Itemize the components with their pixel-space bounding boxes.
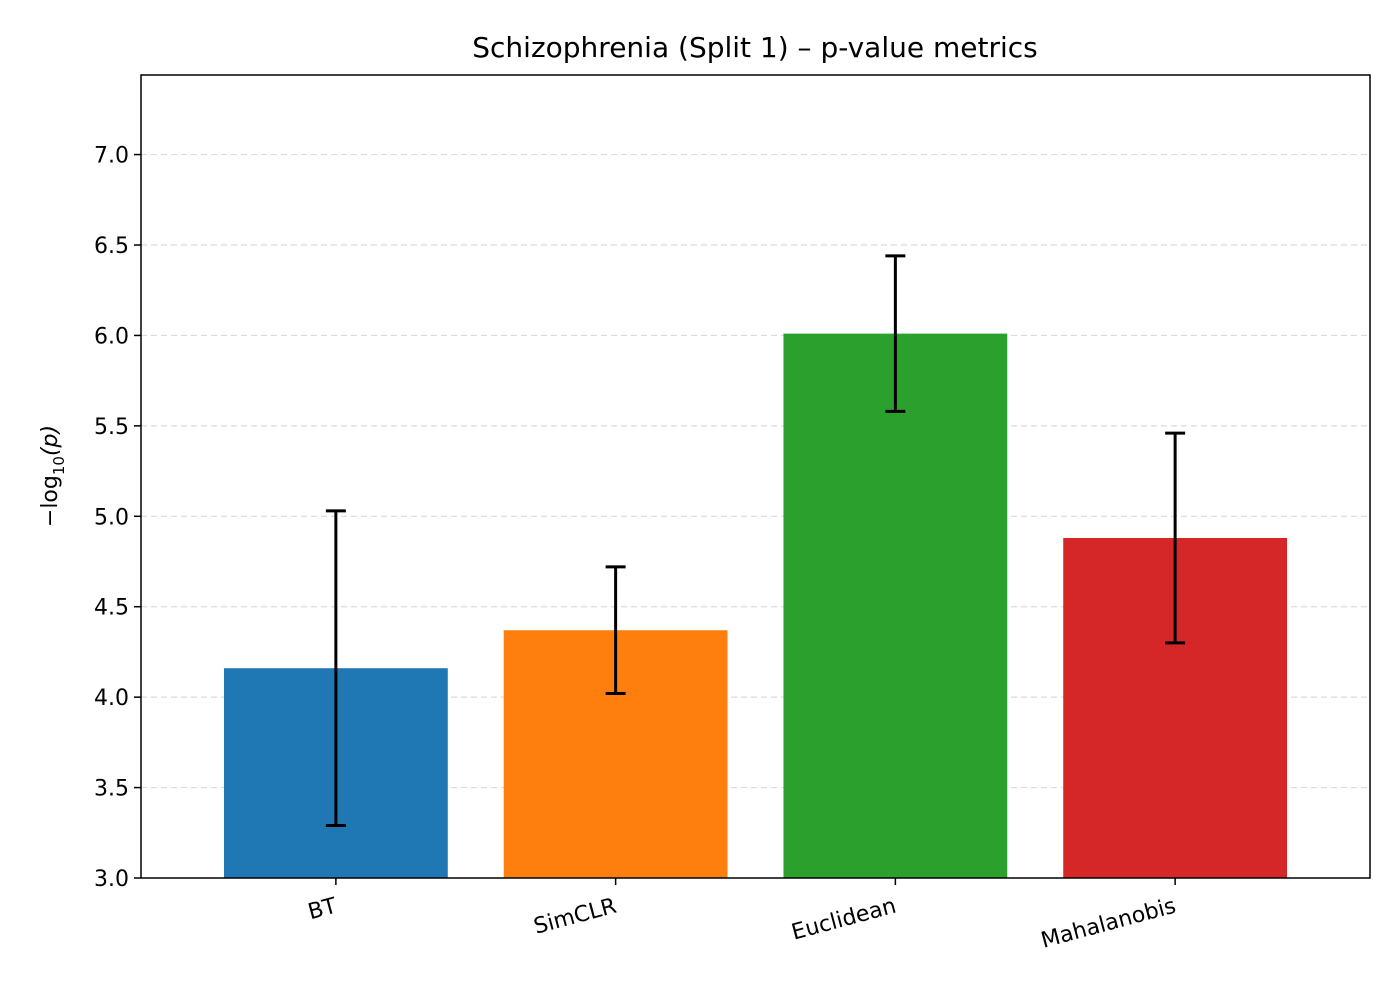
plot-frame	[140, 74, 1371, 879]
y-axis-ticks: 3.0 3.5 4.0 4.5 5.0 5.5 6.0 6.5 7.0	[94, 144, 141, 892]
y-tick-label: 7.0	[94, 144, 129, 169]
y-tick-label: 6.5	[94, 234, 129, 259]
error-bar-simclr	[605, 565, 626, 696]
y-tick-label: 3.5	[94, 777, 129, 802]
y-tick-label: 4.0	[94, 686, 129, 711]
y-tick-label: 5.5	[94, 415, 129, 440]
x-tick-label: SimCLR	[531, 894, 619, 940]
y-tick-label: 5.0	[94, 505, 129, 530]
error-bar-bt	[325, 509, 346, 828]
y-tick-label: 6.0	[94, 324, 129, 349]
x-tick-label: Mahalanobis	[1038, 894, 1178, 954]
error-bars	[325, 254, 1186, 828]
x-tick-label: Euclidean	[789, 894, 899, 946]
chart-title: Schizophrenia (Split 1) – p-value metric…	[472, 31, 1037, 64]
y-tick-label: 4.5	[94, 596, 129, 621]
y-axis-label-suffix: (p)	[38, 425, 63, 456]
y-axis-label: −log10(p)	[38, 425, 68, 527]
y-tick-label: 3.0	[94, 867, 129, 892]
bars	[223, 333, 1288, 878]
y-axis-label-subscript: 10	[50, 456, 68, 475]
y-axis-label-prefix: −log	[38, 475, 63, 527]
x-tick-label: BT	[305, 894, 340, 926]
error-bar-euclidean	[885, 254, 906, 413]
error-bar-mahalanobis	[1165, 431, 1186, 645]
bar-euclidean	[783, 333, 1008, 878]
x-axis-ticks: BT SimCLR Euclidean Mahalanobis	[305, 878, 1179, 954]
